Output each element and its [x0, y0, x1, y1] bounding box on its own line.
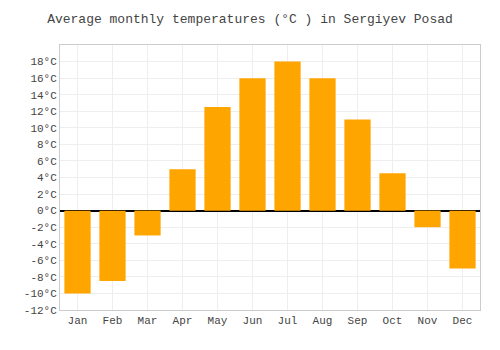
svg-text:4°C: 4°C — [37, 172, 57, 184]
svg-text:Aug: Aug — [313, 315, 333, 327]
svg-text:Sep: Sep — [348, 315, 368, 327]
svg-text:Apr: Apr — [173, 315, 193, 327]
svg-text:2°C: 2°C — [37, 189, 57, 201]
svg-text:-2°C: -2°C — [30, 222, 57, 234]
svg-text:Nov: Nov — [418, 315, 438, 327]
svg-text:Jan: Jan — [68, 315, 88, 327]
svg-text:Jul: Jul — [278, 315, 298, 327]
svg-text:14°C: 14°C — [30, 90, 57, 102]
svg-text:0°C: 0°C — [37, 205, 57, 217]
svg-text:-6°C: -6°C — [30, 255, 57, 267]
svg-text:-10°C: -10°C — [24, 288, 57, 300]
svg-text:18°C: 18°C — [30, 56, 57, 68]
svg-text:Average monthly temperatures (: Average monthly temperatures (°C ) in Se… — [47, 12, 453, 27]
svg-text:8°C: 8°C — [37, 139, 57, 151]
svg-text:6°C: 6°C — [37, 156, 57, 168]
svg-text:12°C: 12°C — [30, 106, 57, 118]
svg-text:May: May — [208, 315, 228, 327]
svg-text:Oct: Oct — [383, 315, 403, 327]
svg-text:-8°C: -8°C — [30, 272, 57, 284]
svg-text:-4°C: -4°C — [30, 239, 57, 251]
svg-text:10°C: 10°C — [30, 123, 57, 135]
svg-text:Dec: Dec — [453, 315, 473, 327]
svg-text:Mar: Mar — [138, 315, 158, 327]
svg-text:16°C: 16°C — [30, 73, 57, 85]
svg-text:Feb: Feb — [103, 315, 123, 327]
svg-text:Jun: Jun — [243, 315, 263, 327]
svg-text:-12°C: -12°C — [24, 305, 57, 317]
